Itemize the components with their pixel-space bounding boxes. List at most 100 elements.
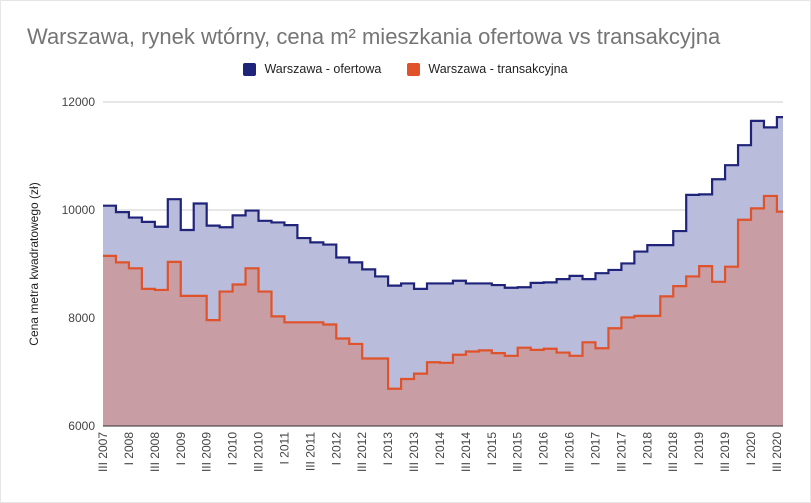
data-point[interactable] [479,348,492,352]
data-point[interactable] [401,281,414,285]
data-point[interactable] [479,281,492,285]
data-point[interactable] [725,265,738,269]
data-point[interactable] [764,125,777,129]
data-point[interactable] [194,294,207,298]
data-point[interactable] [440,281,453,285]
data-point[interactable] [557,277,570,281]
legend-item-ofertowa[interactable]: Warszawa - ofertowa [243,62,381,76]
data-point[interactable] [181,294,194,298]
data-point[interactable] [271,220,284,224]
data-point[interactable] [336,256,349,260]
data-point[interactable] [492,283,505,287]
data-point[interactable] [453,353,466,357]
data-point[interactable] [194,202,207,206]
data-point[interactable] [103,254,116,258]
legend-item-transakcyjna[interactable]: Warszawa - transakcyjna [407,62,568,76]
data-point[interactable] [362,267,375,271]
data-point[interactable] [323,322,336,326]
data-point[interactable] [233,283,246,287]
data-point[interactable] [388,284,401,288]
data-point[interactable] [466,281,479,285]
data-point[interactable] [284,320,297,324]
data-point[interactable] [712,177,725,181]
data-point[interactable] [349,260,362,264]
data-point[interactable] [738,143,751,147]
data-point[interactable] [116,210,129,214]
data-point[interactable] [155,288,168,292]
data-point[interactable] [595,271,608,275]
data-point[interactable] [583,277,596,281]
data-point[interactable] [777,115,783,119]
data-point[interactable] [570,354,583,358]
data-point[interactable] [414,287,427,291]
data-point[interactable] [531,281,544,285]
data-point[interactable] [233,213,246,217]
data-point[interactable] [375,274,388,278]
data-point[interactable] [388,387,401,391]
data-point[interactable] [531,348,544,352]
data-point[interactable] [634,314,647,318]
data-point[interactable] [557,351,570,355]
data-point[interactable] [129,216,142,220]
data-point[interactable] [401,377,414,381]
data-point[interactable] [583,340,596,344]
data-point[interactable] [505,286,518,290]
data-point[interactable] [699,192,712,196]
data-point[interactable] [310,240,323,244]
data-point[interactable] [142,220,155,224]
data-point[interactable] [310,320,323,324]
data-point[interactable] [246,266,259,270]
data-point[interactable] [544,347,557,351]
data-point[interactable] [246,209,259,213]
data-point[interactable] [660,294,673,298]
data-point[interactable] [414,372,427,376]
data-point[interactable] [699,264,712,268]
data-point[interactable] [673,284,686,288]
data-point[interactable] [220,290,233,294]
data-point[interactable] [751,119,764,123]
data-point[interactable] [155,225,168,229]
data-point[interactable] [297,236,310,240]
data-point[interactable] [284,223,297,227]
data-point[interactable] [712,280,725,284]
data-point[interactable] [686,274,699,278]
data-point[interactable] [181,228,194,232]
data-point[interactable] [349,342,362,346]
data-point[interactable] [362,357,375,361]
data-point[interactable] [647,243,660,247]
data-point[interactable] [207,318,220,322]
data-point[interactable] [505,354,518,358]
data-point[interactable] [518,346,531,350]
data-point[interactable] [168,197,181,201]
data-point[interactable] [323,243,336,247]
data-point[interactable] [297,320,310,324]
data-point[interactable] [544,280,557,284]
data-point[interactable] [220,225,233,229]
data-point[interactable] [764,194,777,198]
data-point[interactable] [647,314,660,318]
data-point[interactable] [621,315,634,319]
data-point[interactable] [259,290,272,294]
data-point[interactable] [336,337,349,341]
data-point[interactable] [427,281,440,285]
data-point[interactable] [207,224,220,228]
data-point[interactable] [103,204,116,208]
data-point[interactable] [453,279,466,283]
data-point[interactable] [427,360,440,364]
data-point[interactable] [129,266,142,270]
data-point[interactable] [259,219,272,223]
data-point[interactable] [608,268,621,272]
data-point[interactable] [660,243,673,247]
data-point[interactable] [492,351,505,355]
data-point[interactable] [440,361,453,365]
data-point[interactable] [608,326,621,330]
data-point[interactable] [686,193,699,197]
data-point[interactable] [634,250,647,254]
data-point[interactable] [116,260,129,264]
data-point[interactable] [570,274,583,278]
data-point[interactable] [375,357,388,361]
data-point[interactable] [777,210,783,214]
data-point[interactable] [142,287,155,291]
data-point[interactable] [595,346,608,350]
data-point[interactable] [466,349,479,353]
